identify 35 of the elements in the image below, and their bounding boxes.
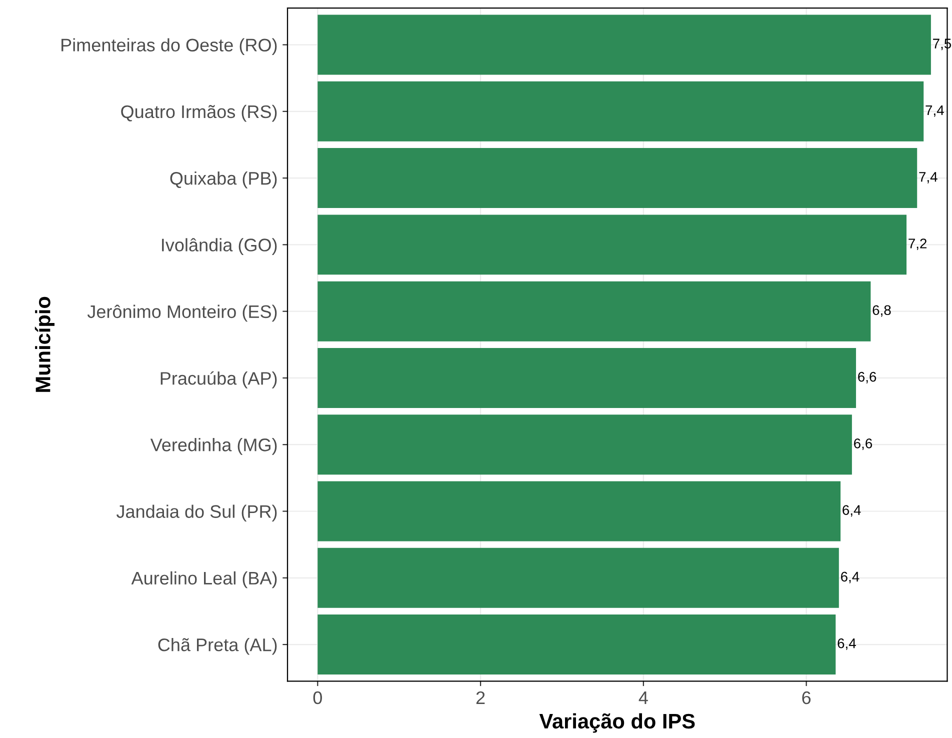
- bar: [318, 614, 836, 675]
- bar: [318, 414, 852, 475]
- data-label: 6,4: [841, 572, 860, 584]
- x-tick-label: 6: [802, 691, 811, 704]
- y-tick-label: Aurelino Leal (BA): [131, 571, 277, 588]
- y-axis-title: Município: [34, 296, 54, 392]
- bar: [318, 281, 871, 342]
- y-tick-label: Ivolândia (GO): [162, 238, 277, 255]
- bar: [318, 14, 931, 75]
- bar: [318, 548, 839, 608]
- data-label: 7,2: [908, 238, 927, 250]
- data-label: 7,4: [926, 105, 944, 117]
- bar: [318, 214, 907, 275]
- x-tick-label: 4: [638, 692, 648, 704]
- x-axis-title: Variação do IPS: [539, 713, 695, 733]
- y-tick-label: Chã Preta (AL): [158, 638, 277, 655]
- y-tick-label: Pracuúba (AP): [160, 371, 277, 388]
- data-label: 6,4: [838, 638, 856, 650]
- x-tick-label: 2: [476, 691, 485, 704]
- bar: [318, 81, 924, 142]
- y-tick-label: Jerônimo Monteiro (ES): [87, 304, 277, 322]
- y-tick-label: Jandaia do Sul (PR): [116, 504, 277, 522]
- data-label: 6,6: [858, 372, 876, 384]
- data-label: 6,6: [854, 438, 872, 450]
- data-label: 7,4: [919, 172, 938, 184]
- y-tick-label: Quatro Irmãos (RS): [121, 104, 277, 122]
- data-label: 6,4: [842, 505, 861, 517]
- x-tick-label: 0: [313, 691, 322, 704]
- y-tick-label: Pimenteiras do Oeste (RO): [62, 38, 277, 56]
- bar: [318, 481, 841, 542]
- data-label: 6,8: [872, 305, 891, 317]
- y-tick-label: Veredinha (MG): [150, 438, 277, 455]
- y-tick-label: Quixaba (PB): [170, 172, 277, 188]
- bar: [318, 348, 856, 408]
- bar: [318, 148, 918, 208]
